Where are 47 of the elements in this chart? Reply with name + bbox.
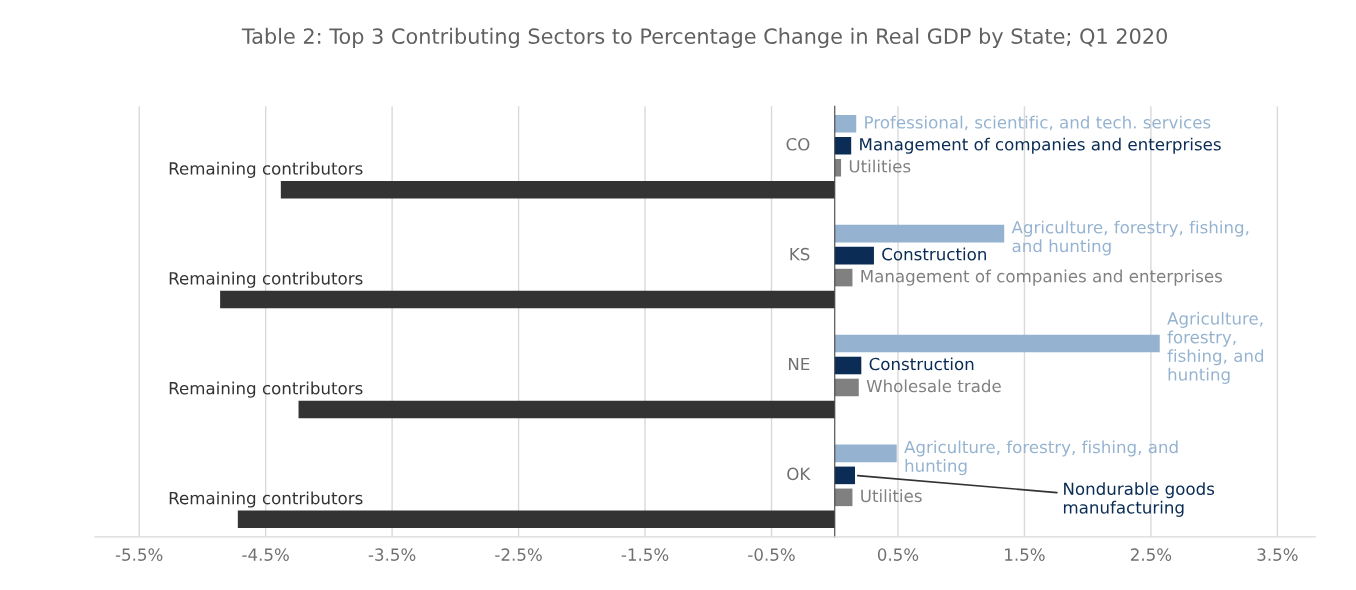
bar [834, 466, 855, 485]
bar [220, 290, 835, 309]
bar [834, 334, 1160, 353]
data-label: Construction [882, 247, 986, 261]
bar [834, 378, 859, 397]
y-tick-label: CO [786, 137, 810, 151]
data-label: Professional, scientific, and tech. services [865, 115, 1211, 131]
x-tick-label: 3.5% [1257, 548, 1298, 561]
bar [834, 246, 874, 265]
bar [834, 136, 852, 155]
data-label: Remaining contributors [169, 491, 363, 508]
bar [834, 268, 853, 287]
data-label: Management of companies and enterprises [860, 137, 1221, 154]
x-tick-label: 1.5% [1005, 548, 1045, 561]
data-label: Utilities [849, 159, 911, 173]
x-tick-label: -4.5% [242, 548, 289, 561]
data-label: Utilities [861, 489, 922, 503]
x-tick-label: -1.5% [621, 548, 669, 561]
bar [834, 444, 897, 463]
data-label: Wholesale trade [866, 379, 1001, 393]
bar [834, 114, 857, 133]
bar [237, 510, 835, 529]
bar [834, 224, 1005, 243]
y-tick-label: OK [787, 467, 811, 481]
data-label: Nondurable goods manufacturing [1063, 482, 1215, 517]
data-label: Remaining contributors [169, 271, 363, 288]
y-tick-label: KS [790, 247, 810, 261]
x-tick-label: -3.5% [368, 548, 416, 561]
bar [834, 488, 853, 507]
data-label: Remaining contributors [169, 161, 363, 178]
bar [834, 356, 862, 375]
data-label: Management of companies and enterprises [861, 269, 1223, 286]
bar [298, 400, 835, 419]
bar [280, 180, 835, 199]
x-tick-label: -5.5% [115, 548, 163, 561]
data-label: Remaining contributors [169, 381, 363, 398]
x-tick-label: 0.5% [877, 548, 919, 561]
bar [834, 158, 842, 177]
data-label: Construction [869, 357, 974, 371]
chart-title: Table 2: Top 3 Contributing Sectors to Percentage Change in Real GDP by State; Q1 2020 [241, 27, 1167, 49]
x-tick-label: -0.5% [748, 548, 795, 561]
x-tick-label: 2.5% [1130, 548, 1172, 561]
data-label: Agriculture, forestry, fishing, and hunting [904, 440, 1178, 476]
x-tick-label: -2.5% [495, 548, 542, 561]
y-tick-label: NE [788, 357, 810, 371]
data-label: Agriculture, forestry, fishing, and hunting [1167, 311, 1264, 384]
data-label: Agriculture, forestry, fishing, and hunting [1011, 220, 1249, 256]
